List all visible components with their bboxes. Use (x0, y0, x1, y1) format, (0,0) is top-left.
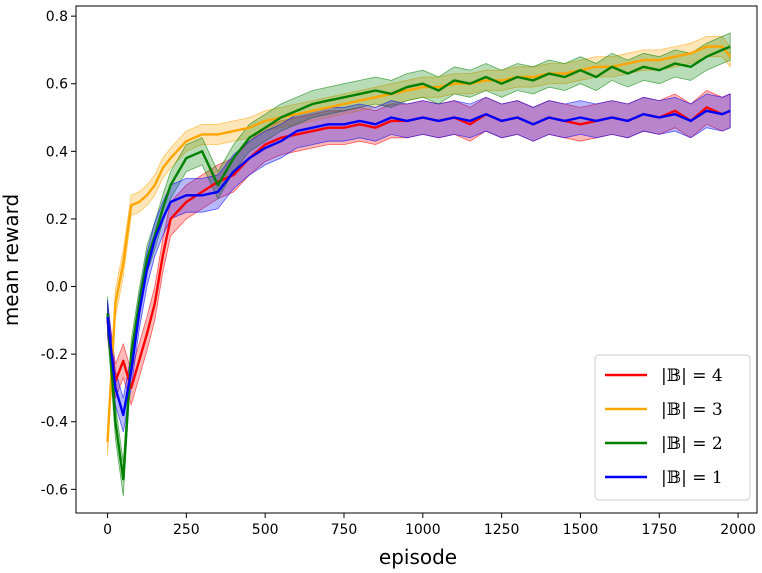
x-axis-title: episode (379, 545, 457, 569)
x-axis: 0 250 500 750 1000 1250 1500 1750 2000 (103, 513, 756, 538)
legend-label: |𝔹| = 1 (661, 468, 723, 488)
y-tick-label: 0.4 (46, 144, 68, 160)
series-line-4 (106, 109, 731, 417)
confidence-bands (107, 32, 731, 497)
y-tick-label: 0.0 (46, 280, 68, 296)
x-tick-label: 0 (103, 522, 112, 538)
y-tick-label: -0.4 (41, 415, 68, 431)
x-tick-label: 250 (173, 522, 200, 538)
series-lines (106, 45, 732, 481)
x-tick-label: 750 (331, 522, 358, 538)
x-tick-label: 1750 (641, 522, 677, 538)
x-tick-label: 500 (252, 522, 279, 538)
series-band-4 (107, 93, 731, 433)
legend: |𝔹| = 4 |𝔹| = 3 |𝔹| = 2 |𝔹| = 1 (594, 354, 751, 501)
x-tick-label: 2000 (720, 522, 756, 538)
x-tick-label: 1500 (563, 522, 599, 538)
y-tick-label: -0.6 (41, 482, 68, 498)
y-axis: -0.6 -0.4 -0.2 0.0 0.2 0.4 0.6 0.8 (41, 9, 76, 498)
legend-label: |𝔹| = 3 (661, 400, 723, 420)
x-tick-label: 1000 (405, 522, 441, 538)
legend-label: |𝔹| = 2 (661, 434, 723, 454)
legend-label: |𝔹| = 4 (661, 366, 723, 386)
y-tick-label: 0.2 (46, 212, 68, 228)
y-axis-title: mean reward (0, 194, 23, 326)
y-tick-label: 0.6 (46, 77, 68, 93)
y-tick-label: 0.8 (46, 9, 68, 25)
series-band-3 (107, 32, 731, 497)
series-line-3 (106, 45, 731, 481)
legend-box (594, 354, 751, 501)
plot-frame (75, 5, 758, 514)
y-tick-label: -0.2 (41, 347, 68, 363)
x-tick-label: 1250 (484, 522, 520, 538)
